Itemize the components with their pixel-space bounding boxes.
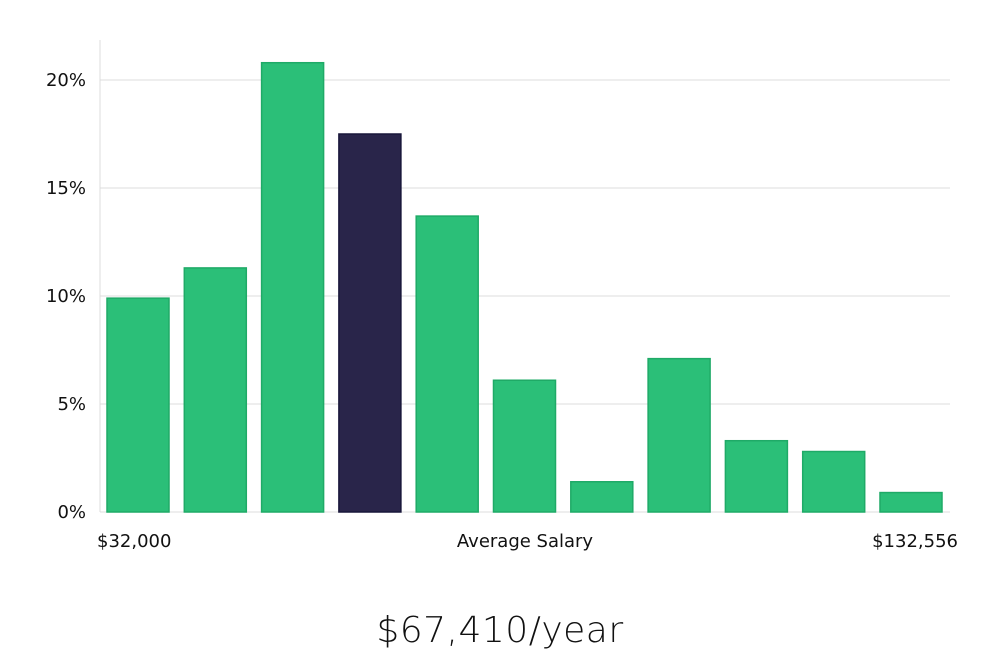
- y-tick-label-15: 15%: [46, 178, 86, 199]
- y-tick-labels: 0% 5% 10% 15% 20%: [46, 70, 86, 523]
- bar-10: [879, 491, 943, 513]
- bar-7: [647, 357, 711, 513]
- bar-4: [415, 215, 479, 513]
- x-axis-title: Average Salary: [457, 531, 594, 552]
- bar-highlighted-3: [338, 133, 402, 513]
- bar-0: [106, 297, 170, 513]
- salary-histogram: 0% 5% 10% 15% 20% $32,000 Average Salary $13…: [46, 40, 958, 552]
- y-tick-label-0: 0%: [57, 502, 86, 523]
- bar-1: [183, 267, 248, 513]
- bar-6: [570, 481, 634, 513]
- bar-5: [492, 379, 557, 513]
- y-tick-label-10: 10%: [46, 286, 86, 307]
- y-tick-label-20: 20%: [46, 70, 86, 91]
- bar-2: [260, 61, 325, 513]
- x-min-label: $32,000: [97, 531, 171, 552]
- bars: [106, 61, 943, 513]
- bar-8: [724, 439, 789, 513]
- bar-9: [801, 450, 866, 513]
- average-salary-value: $67,410/year: [376, 610, 624, 651]
- y-tick-label-5: 5%: [57, 394, 86, 415]
- x-max-label: $132,556: [872, 531, 958, 552]
